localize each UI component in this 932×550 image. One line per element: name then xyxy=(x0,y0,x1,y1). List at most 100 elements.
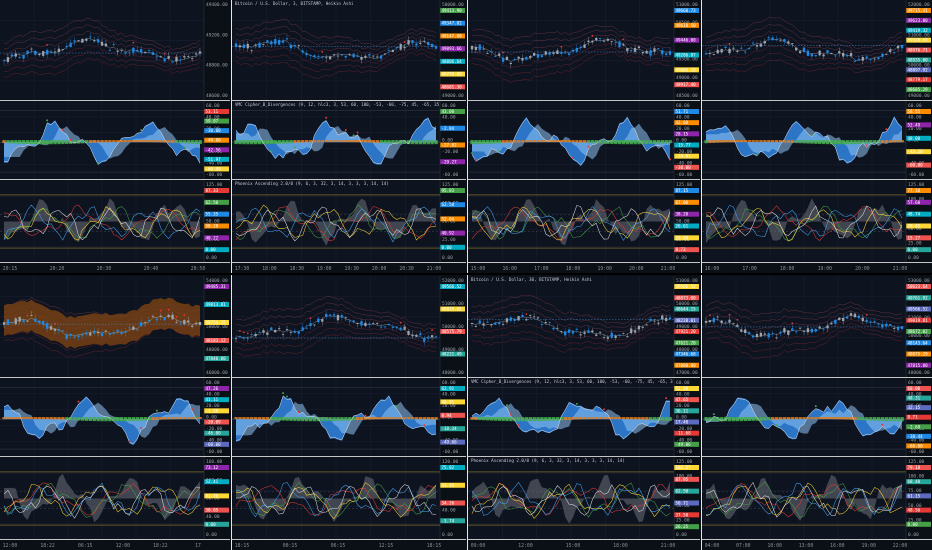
pane-separator[interactable] xyxy=(702,456,932,457)
price-pane[interactable]: 51000.0050500.0050000.0049500.0049000.00… xyxy=(468,0,700,101)
phoenix-pane[interactable]: 125.00 100.00 75.00 50.00 25.00 0.00 79.18 68.4… xyxy=(702,457,932,540)
pane-separator[interactable] xyxy=(702,377,932,378)
pane-separator[interactable] xyxy=(0,100,230,101)
candle xyxy=(159,315,162,317)
pane-separator[interactable] xyxy=(0,377,230,378)
phoenix-pane[interactable]: 125.00100.0075.0050.0025.000.00102.5787.… xyxy=(468,457,700,540)
pane-separator[interactable] xyxy=(468,539,700,540)
price-value-tag: 49328.57 xyxy=(906,37,931,43)
pane-separator[interactable] xyxy=(232,179,466,180)
candle xyxy=(720,48,723,53)
phoenix-pane[interactable]: 125.00100.0075.0050.0025.000.0077.1057.6… xyxy=(702,180,932,263)
price-pane[interactable]: 52000.00 51000.00 50000.00 49000.00 49715.41… xyxy=(702,0,932,101)
phoenix-pane[interactable]: 125.00100.0050.0025.000.0095.8362.5052.0… xyxy=(232,180,466,263)
chart-panel-top-left[interactable]: 49400.00 49200.00 48800.00 48600.00 60.00 40.… xyxy=(0,0,230,272)
phoenix-pane[interactable]: 125.00100.0050.0025.000.0087.1567.0038.2… xyxy=(468,180,700,263)
svg-text:26.25: 26.25 xyxy=(676,524,689,529)
price-pane[interactable]: 52000.00 51000.00 50000.00 49000.00 48000.00… xyxy=(232,276,466,378)
phoenix-value-tag: 29.45 xyxy=(906,223,931,229)
svg-text:-51.97: -51.97 xyxy=(206,157,222,162)
pane-separator[interactable] xyxy=(702,179,932,180)
pane-separator[interactable] xyxy=(702,262,932,263)
phoenix-axis-tick: 125.00 xyxy=(206,182,223,188)
vmc-value-tag: -18.81 xyxy=(674,153,699,159)
candle xyxy=(591,40,594,43)
svg-text:0.00: 0.00 xyxy=(206,247,217,252)
candle xyxy=(116,329,119,332)
chart-panel-top-second[interactable]: 50000.0049500.0049000.0049413.9049347.82… xyxy=(232,0,466,272)
chart-panel-bottom-second[interactable]: 52000.00 51000.00 50000.00 49000.00 48000.00… xyxy=(232,276,466,550)
layout-row-divider[interactable] xyxy=(0,273,932,275)
vmc-pane[interactable]: 60.0040.0020.000.00-20.00-40.00-60.0060.… xyxy=(702,378,932,457)
vmc-pane[interactable]: 60.0040.0020.000.00-20.00-40.00-60.0058.… xyxy=(702,101,932,180)
vmc-value-tag: -29.27 xyxy=(440,159,465,165)
candle xyxy=(325,313,328,317)
time-axis[interactable]: 04:00 07:00 10:00 13:00 16:00 19:00 22:00 xyxy=(702,540,932,550)
pane-separator[interactable] xyxy=(702,539,932,540)
phoenix-value-tag: 102.57 xyxy=(674,465,699,470)
price-value-tag: 47621.20 xyxy=(674,340,699,346)
price-pane[interactable]: 51000.00 50000.00 49000.00 48000.00 47000.00… xyxy=(468,276,700,378)
price-pane[interactable]: 54000.0052000.0050000.0048000.0046000.00… xyxy=(0,276,230,378)
layout-column-divider[interactable] xyxy=(467,0,468,550)
candle xyxy=(668,317,672,320)
chart-panel-top-right[interactable]: 52000.00 51000.00 50000.00 49000.00 49715.41… xyxy=(702,0,932,272)
layout-column-divider[interactable] xyxy=(231,0,232,550)
time-axis[interactable]: 15:00 16:00 17:00 18:00 19:00 20:00 21:00 xyxy=(468,263,700,272)
vmc-pane[interactable]: 60.00 40.00 20.00 0.00 -20.00 -40.00 -60.00 47.… xyxy=(0,378,230,457)
price-value-tag: 48575.79 xyxy=(440,329,465,334)
pane-separator[interactable] xyxy=(0,179,230,180)
chart-panel-top-third[interactable]: 51000.0050500.0050000.0049500.0049000.00… xyxy=(468,0,700,272)
vmc-pane[interactable]: 60.0040.0020.000.00-20.00-40.00-60.0062.… xyxy=(232,378,466,457)
time-axis-tick: 19:00 xyxy=(818,266,833,272)
pane-separator[interactable] xyxy=(232,262,466,263)
vmc-pane[interactable]: 60.00 40.00 20.00 0.00 -20.00 -40.00 -60.00 51.… xyxy=(468,101,700,180)
svg-text:48976.71: 48976.71 xyxy=(908,48,929,53)
price-axis-tick: 49000.00 xyxy=(908,93,930,99)
phoenix-pane[interactable]: 125.00100.0050.0025.000.0087.3362.5055.3… xyxy=(0,180,230,263)
time-axis[interactable]: 20:15 20:20 20:30 20:40 20:50 xyxy=(0,263,230,272)
phoenix-pane[interactable]: 160.00120.0080.0040.000.0073.1252.4141.7… xyxy=(0,457,230,540)
pane-separator[interactable] xyxy=(468,100,700,101)
svg-text:47000.00: 47000.00 xyxy=(676,363,697,368)
candle xyxy=(340,54,344,56)
time-axis[interactable]: 18:15 00:15 06:15 12:15 18:15 xyxy=(232,540,466,550)
pane-separator[interactable] xyxy=(0,539,230,540)
time-axis[interactable]: 12:00 18:22 06:15 12:00 18:22 17 xyxy=(0,540,230,550)
time-axis[interactable]: 09:00 12:00 15:00 18:00 21:00 xyxy=(468,540,700,550)
pane-separator[interactable] xyxy=(702,100,932,101)
pane-separator[interactable] xyxy=(0,262,230,263)
layout-column-divider[interactable] xyxy=(701,0,702,550)
pane-separator[interactable] xyxy=(232,100,466,101)
price-pane[interactable]: 53000.0052000.0051000.0050000.0049000.00… xyxy=(702,276,932,378)
pane-separator[interactable] xyxy=(232,539,466,540)
candle xyxy=(521,314,524,317)
pane-separator[interactable] xyxy=(468,262,700,263)
phoenix-value-tag: 0.00 xyxy=(204,247,229,253)
chart-panel-bottom-third[interactable]: 51000.00 50000.00 49000.00 48000.00 47000.00… xyxy=(468,276,700,550)
phoenix-value-tag: 48.56 xyxy=(906,507,931,513)
candle xyxy=(842,317,845,322)
pane-separator[interactable] xyxy=(468,377,700,378)
time-axis[interactable]: 16:00 17:00 18:00 19:00 20:00 21:00 xyxy=(702,263,932,272)
pane-separator[interactable] xyxy=(232,456,466,457)
vmc-axis-tick: 40.00 xyxy=(442,392,456,398)
time-axis[interactable]: 17:30 18:00 18:30 19:00 19:30 20:00 20:30 21:00 xyxy=(232,263,466,272)
pane-separator[interactable] xyxy=(0,456,230,457)
vmc-pane[interactable]: 60.00 40.00 20.00 0.00 -20.00 -40.00 -60.00 52.… xyxy=(468,378,700,457)
pane-separator[interactable] xyxy=(468,456,700,457)
chart-panel-bottom-left[interactable]: 54000.0052000.0050000.0048000.0046000.00… xyxy=(0,276,230,550)
pane-separator[interactable] xyxy=(468,179,700,180)
price-pane[interactable]: 49400.00 49200.00 48800.00 48600.00 xyxy=(0,0,230,101)
price-pane[interactable]: 50000.0049500.0049000.0049413.9049347.82… xyxy=(232,0,466,101)
pane-separator[interactable] xyxy=(232,377,466,378)
vmc-pane[interactable]: 60.0040.0020.000.00-20.00-40.00-60.0043.… xyxy=(232,101,466,180)
candle xyxy=(513,319,516,321)
price-value-tag: 48873.00 xyxy=(674,295,699,301)
chart-panel-bottom-right[interactable]: 53000.0052000.0051000.0050000.0049000.00… xyxy=(702,276,932,550)
time-axis-tick: 12:15 xyxy=(379,543,394,549)
svg-text:17.40: 17.40 xyxy=(676,420,689,425)
price-value-tag: 49019.81 xyxy=(906,317,931,323)
vmc-pane[interactable]: 60.0040.0020.000.00-20.00-40.00-60.0053.… xyxy=(0,101,230,180)
